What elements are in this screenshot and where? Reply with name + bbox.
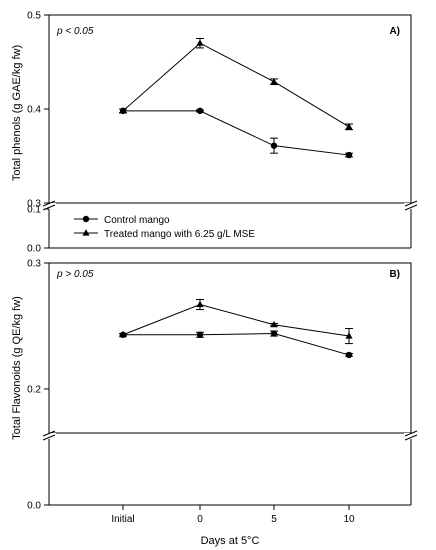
y-tick-label: 0.0 — [27, 244, 41, 255]
y-tick-label: 0.5 — [27, 11, 41, 22]
data-point-triangle — [119, 107, 127, 114]
data-point-circle — [196, 331, 204, 338]
data-point-circle — [345, 151, 353, 159]
series-line-triangle — [122, 304, 350, 337]
panel-a-lower-segment — [48, 209, 412, 249]
axis-break-mark — [42, 434, 56, 441]
series-line-circle — [123, 110, 350, 156]
data-point-circle — [196, 107, 204, 115]
data-point-triangle — [345, 123, 353, 130]
panel-b-label: B) — [389, 269, 400, 280]
axis-break-mark — [404, 204, 418, 211]
y-tick-label: 0.2 — [27, 384, 41, 395]
axis-break-gap-b-right — [404, 433, 418, 439]
data-point-triangle — [345, 332, 353, 339]
data-point-triangle — [196, 39, 204, 46]
panel-a: p < 0.05 A) — [48, 14, 412, 204]
x-tick-label: 10 — [343, 514, 355, 525]
legend-marker-triangle — [82, 229, 90, 236]
y-tick-label: 0.3 — [27, 259, 41, 270]
x-axis-title: Days at 5°C — [201, 535, 260, 547]
data-point-triangle — [270, 77, 278, 85]
axis-break-gap-b — [42, 433, 56, 439]
legend-marker-circle — [82, 215, 90, 223]
x-tick-label: 0 — [197, 514, 203, 525]
series-line-circle — [123, 333, 350, 356]
chart-marks: 0.3 0.4 0.5 0.0 0.1 0.2 0.3 0.0 Initial 0 5 10 — [27, 11, 355, 526]
axis-break-gap-a — [42, 203, 56, 209]
panel-a-annotation: p < 0.05 — [56, 26, 94, 37]
axis-break-mark — [404, 434, 418, 441]
panel-a-frame — [48, 14, 412, 204]
data-point-triangle — [196, 300, 204, 308]
y-tick-label: 0.3 — [27, 199, 41, 210]
panel-a-y-axis-title: Total phenols (g GAE/kg fw) — [11, 45, 23, 181]
data-point-circle — [345, 351, 353, 359]
axis-break-mark — [404, 430, 418, 437]
axis-break-mark — [404, 200, 418, 207]
axis-break-marks — [42, 200, 418, 441]
axis-break-gap-a-right — [404, 203, 418, 209]
axis-break-mark — [42, 430, 56, 437]
panel-b-frame — [48, 262, 412, 434]
panel-b: p > 0.05 B) — [48, 262, 412, 434]
data-point-triangle — [270, 320, 278, 328]
y-tick-label: 0.4 — [27, 105, 41, 116]
panel-b-annotation: p > 0.05 — [56, 269, 94, 280]
series-line-triangle — [122, 42, 350, 128]
x-tick-label: 5 — [271, 514, 277, 525]
panel-b-lower-segment — [48, 439, 412, 506]
panel-b-y-axis-title: Total Flavonoids (g QE/kg fw) — [11, 296, 23, 440]
data-point-circle — [270, 142, 278, 149]
legend: Control mango Treated mango with 6.25 g/… — [74, 215, 255, 240]
data-point-triangle — [119, 330, 127, 338]
y-tick-label: 0.1 — [27, 205, 41, 216]
panel-a-label: A) — [389, 26, 400, 37]
data-point-circle — [270, 330, 278, 337]
legend-label-control: Control mango — [104, 215, 170, 226]
x-tick-label: Initial — [111, 514, 134, 525]
y-tick-label: 0.0 — [27, 501, 41, 512]
legend-label-treated: Treated mango with 6.25 g/L MSE — [104, 229, 255, 240]
